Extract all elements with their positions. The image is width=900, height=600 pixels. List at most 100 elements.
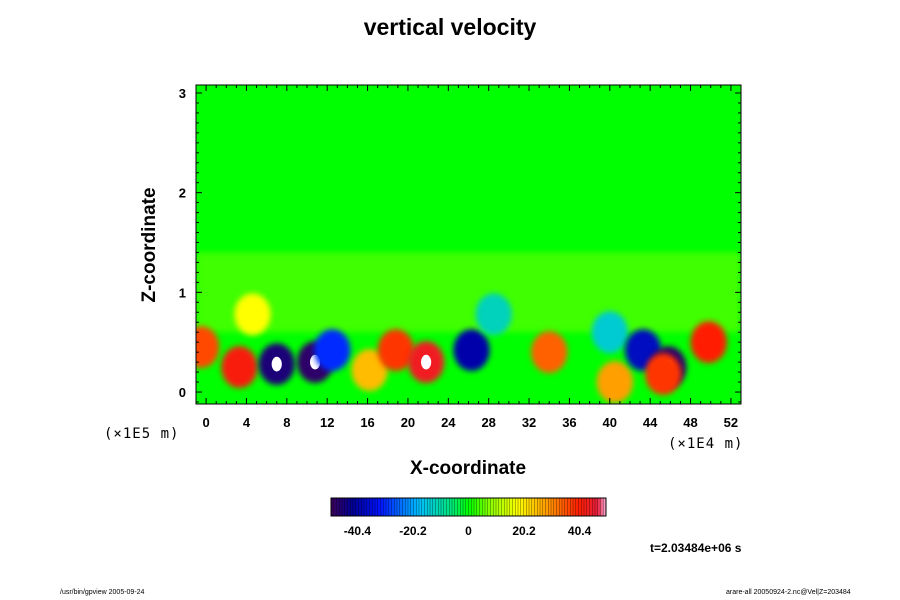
heatmap-cell — [314, 329, 351, 372]
heatmap-cell-peak — [271, 356, 282, 372]
colorbar-swatch — [454, 498, 458, 516]
footer-command: /usr/bin/gpview 2005-09-24 — [60, 589, 145, 596]
colorbar-swatch — [399, 498, 403, 516]
x-tick-label: 12 — [320, 415, 334, 430]
colorbar-swatch — [443, 498, 447, 516]
x-tick-label: 24 — [441, 415, 456, 430]
colorbar-swatch — [564, 498, 568, 516]
x-tick-label: 40 — [603, 415, 617, 430]
colorbar-swatch — [446, 498, 450, 516]
footer-file: arare-all 20050924-2.nc@Vel|Z=203484 — [726, 589, 851, 596]
colorbar-swatch — [452, 498, 456, 516]
colorbar-swatch — [441, 498, 445, 516]
colorbar-swatch — [350, 498, 354, 516]
colorbar-swatch — [342, 498, 346, 516]
colorbar-swatch — [509, 498, 513, 516]
colorbar-swatch — [589, 498, 593, 516]
colorbar-swatch — [344, 498, 348, 516]
colorbar-swatch — [534, 498, 538, 516]
x-tick-label: 44 — [643, 415, 658, 430]
y-tick-label: 3 — [179, 86, 186, 101]
colorbar-swatch — [388, 498, 392, 516]
colorbar-swatch — [584, 498, 588, 516]
colorbar-swatch — [435, 498, 439, 516]
colorbar-swatch — [575, 498, 579, 516]
time-label: t=2.03484e+06 s — [650, 541, 742, 555]
colorbar-swatch — [556, 498, 560, 516]
colorbar-swatch — [347, 498, 351, 516]
heatmap-cell — [221, 346, 258, 389]
heatmap-cell — [475, 293, 512, 336]
y-ticks: 0 1 2 3 — [179, 86, 741, 403]
colorbar: -40.4 -20.2 0 20.2 40.4 — [330, 497, 607, 538]
colorbar-swatch — [449, 498, 453, 516]
colorbar-swatch — [559, 498, 563, 516]
heatmap-cell — [531, 331, 568, 374]
x-tick-label: 8 — [283, 415, 290, 430]
colorbar-swatch — [424, 498, 428, 516]
colorbar-swatch — [471, 498, 475, 516]
colorbar-swatch — [336, 498, 340, 516]
colorbar-swatch — [490, 498, 494, 516]
colorbar-swatch — [551, 498, 555, 516]
heatmap-cell — [690, 321, 727, 364]
colorbar-swatch — [397, 498, 401, 516]
colorbar-swatch — [487, 498, 491, 516]
colorbar-swatch — [600, 498, 604, 516]
colorbar-swatch — [504, 498, 508, 516]
x-axis-label: X-coordinate — [409, 458, 527, 479]
colorbar-swatch — [542, 498, 546, 516]
colorbar-swatch — [592, 498, 596, 516]
colorbar-swatch — [355, 498, 359, 516]
x-tick-label: 28 — [481, 415, 495, 430]
colorbar-swatch — [372, 498, 376, 516]
y-tick-label: 0 — [179, 385, 186, 400]
colorbar-swatch — [597, 498, 601, 516]
colorbar-swatch — [394, 498, 398, 516]
field-band — [196, 252, 741, 333]
colorbar-tick-label: 40.4 — [568, 524, 592, 538]
heatmap-cell — [196, 326, 220, 369]
colorbar-swatch — [457, 498, 461, 516]
colorbar-swatch — [548, 498, 552, 516]
colorbar-swatch — [408, 498, 412, 516]
colorbar-tick-label: 0 — [465, 524, 472, 538]
y-tick-label: 2 — [179, 186, 186, 201]
colorbar-swatch — [603, 498, 607, 516]
colorbar-swatch — [432, 498, 436, 516]
colorbar-swatch — [595, 498, 599, 516]
colorbar-swatch — [375, 498, 379, 516]
heatmap-field — [196, 85, 741, 404]
colorbar-swatch — [369, 498, 373, 516]
colorbar-swatch — [578, 498, 582, 516]
colorbar-tick-label: -40.4 — [344, 524, 372, 538]
colorbar-swatch — [383, 498, 387, 516]
colorbar-swatch — [540, 498, 544, 516]
colorbar-swatch — [366, 498, 370, 516]
colorbar-swatch — [529, 498, 533, 516]
x-tick-label: 48 — [683, 415, 697, 430]
colorbar-tick-label: -20.2 — [399, 524, 427, 538]
colorbar-swatch — [570, 498, 574, 516]
colorbar-swatch — [553, 498, 557, 516]
z-unit-label: (×1E5 m) — [104, 426, 180, 442]
colorbar-swatch — [537, 498, 541, 516]
heatmap-cell — [351, 349, 388, 392]
colorbar-swatch — [520, 498, 524, 516]
heatmap-cell — [453, 329, 490, 372]
heatmap-cell — [234, 293, 271, 336]
colorbar-swatch — [581, 498, 585, 516]
colorbar-swatch — [485, 498, 489, 516]
colorbar-swatch — [482, 498, 486, 516]
y-tick-label: 1 — [179, 285, 186, 300]
x-ticks: 0 4 8 12 16 20 24 28 32 36 40 44 48 52 — [195, 85, 742, 430]
colorbar-swatch — [518, 498, 522, 516]
colorbar-swatch — [586, 498, 590, 516]
colorbar-swatch — [507, 498, 511, 516]
colorbar-swatch — [377, 498, 381, 516]
x-tick-label: 16 — [360, 415, 374, 430]
colorbar-swatch — [496, 498, 500, 516]
colorbar-swatch — [419, 498, 423, 516]
colorbar-swatch — [391, 498, 395, 516]
